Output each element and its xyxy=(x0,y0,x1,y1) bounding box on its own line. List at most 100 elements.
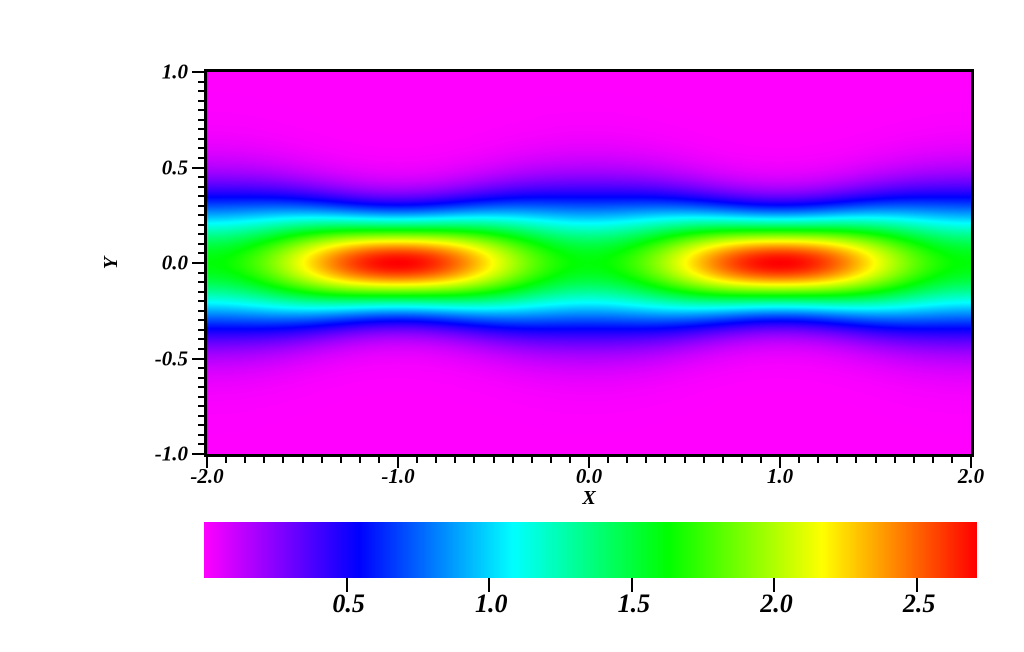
y-minor-tick xyxy=(198,291,204,293)
x-minor-tick xyxy=(894,457,896,463)
y-tick-label: 0.5 xyxy=(161,155,188,179)
y-major-tick xyxy=(192,71,204,73)
y-minor-tick xyxy=(198,119,204,121)
x-minor-tick xyxy=(282,457,284,463)
y-major-tick xyxy=(192,453,204,455)
y-minor-tick xyxy=(198,147,204,149)
x-minor-tick xyxy=(722,457,724,463)
colorbar-tick xyxy=(916,578,918,592)
x-minor-tick xyxy=(493,457,495,463)
y-minor-tick xyxy=(198,348,204,350)
x-tick-label: 1.0 xyxy=(766,464,794,488)
x-minor-tick xyxy=(645,457,647,463)
y-minor-tick xyxy=(198,329,204,331)
x-minor-tick xyxy=(875,457,877,463)
y-axis-title: Y xyxy=(100,256,122,270)
x-tick-label: -2.0 xyxy=(190,464,224,488)
x-minor-tick xyxy=(435,457,437,463)
y-tick-label: -0.5 xyxy=(154,346,188,370)
x-minor-tick xyxy=(913,457,915,463)
colorbar-tick-label: 2.5 xyxy=(902,589,936,618)
x-minor-tick xyxy=(855,457,857,463)
x-minor-tick xyxy=(244,457,246,463)
colorbar-tick-label: 1.5 xyxy=(617,589,651,618)
x-minor-tick xyxy=(359,457,361,463)
x-minor-tick xyxy=(951,457,953,463)
y-minor-tick xyxy=(198,81,204,83)
colorbar-tick xyxy=(346,578,348,592)
y-minor-tick xyxy=(198,186,204,188)
y-major-tick xyxy=(192,358,204,360)
x-minor-tick xyxy=(550,457,552,463)
y-tick-label: 0.0 xyxy=(161,250,188,275)
colorbar-tick-label: 1.0 xyxy=(474,589,508,618)
y-minor-tick xyxy=(198,281,204,283)
x-minor-tick xyxy=(225,457,227,463)
y-minor-tick xyxy=(198,415,204,417)
x-minor-tick xyxy=(321,457,323,463)
colorbar-tick-label: 2.0 xyxy=(760,589,793,618)
x-tick-label: 2.0 xyxy=(957,464,985,488)
x-minor-tick xyxy=(817,457,819,463)
y-minor-tick xyxy=(198,243,204,245)
colorbar xyxy=(204,522,977,578)
y-minor-tick xyxy=(198,233,204,235)
x-minor-tick xyxy=(741,457,743,463)
colorbar-tick xyxy=(773,578,775,592)
y-minor-tick xyxy=(198,176,204,178)
y-minor-tick xyxy=(198,300,204,302)
x-minor-tick xyxy=(626,457,628,463)
y-minor-tick xyxy=(198,252,204,254)
y-tick-label: -1.0 xyxy=(154,441,188,466)
y-minor-tick xyxy=(198,443,204,445)
y-tick-label: 1.0 xyxy=(161,59,188,84)
x-minor-tick xyxy=(607,457,609,463)
x-major-tick xyxy=(779,457,781,468)
y-minor-tick xyxy=(198,224,204,226)
y-minor-tick xyxy=(198,214,204,216)
x-minor-tick xyxy=(760,457,762,463)
x-axis-title: X xyxy=(582,487,596,509)
x-tick-label: 0.0 xyxy=(575,464,603,488)
plot-area xyxy=(204,69,974,457)
x-major-tick xyxy=(397,457,399,468)
y-minor-tick xyxy=(198,319,204,321)
x-major-tick xyxy=(588,457,590,468)
y-minor-tick xyxy=(198,100,204,102)
colorbar-tick-label: 0.5 xyxy=(332,589,365,618)
y-minor-tick xyxy=(198,338,204,340)
y-minor-tick xyxy=(198,128,204,130)
x-minor-tick xyxy=(378,457,380,463)
y-minor-tick xyxy=(198,272,204,274)
y-minor-tick xyxy=(198,138,204,140)
x-minor-tick xyxy=(302,457,304,463)
x-minor-tick xyxy=(473,457,475,463)
colorbar-canvas xyxy=(204,522,977,578)
y-minor-tick xyxy=(198,367,204,369)
x-major-tick xyxy=(206,457,208,468)
x-minor-tick xyxy=(569,457,571,463)
y-minor-tick xyxy=(198,195,204,197)
y-minor-tick xyxy=(198,109,204,111)
y-major-tick xyxy=(192,167,204,169)
y-minor-tick xyxy=(198,424,204,426)
y-minor-tick xyxy=(198,386,204,388)
x-minor-tick xyxy=(684,457,686,463)
colorbar-tick xyxy=(631,578,633,592)
y-minor-tick xyxy=(198,405,204,407)
y-minor-tick xyxy=(198,310,204,312)
x-minor-tick xyxy=(932,457,934,463)
x-minor-tick xyxy=(531,457,533,463)
x-minor-tick xyxy=(798,457,800,463)
y-major-tick xyxy=(192,262,204,264)
x-minor-tick xyxy=(836,457,838,463)
x-minor-tick xyxy=(512,457,514,463)
y-minor-tick xyxy=(198,396,204,398)
x-minor-tick xyxy=(703,457,705,463)
x-minor-tick xyxy=(664,457,666,463)
x-minor-tick xyxy=(340,457,342,463)
y-minor-tick xyxy=(198,90,204,92)
x-minor-tick xyxy=(263,457,265,463)
x-minor-tick xyxy=(416,457,418,463)
